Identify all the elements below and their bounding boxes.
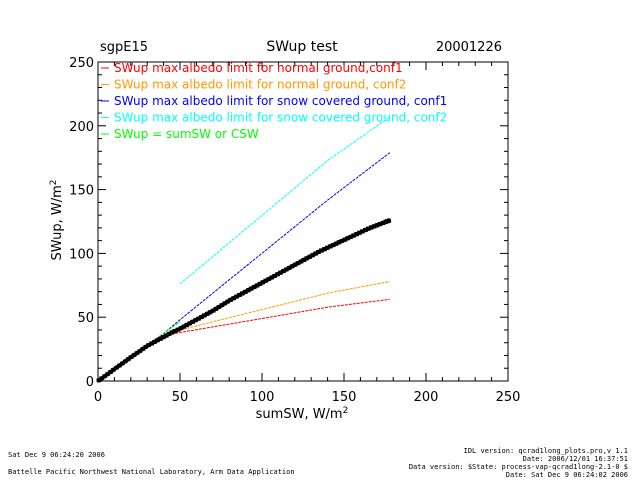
footer-institution: Battelle Pacific Northwest National Labo… bbox=[8, 468, 295, 476]
legend-label-4: SWup = sumSW or CSW bbox=[114, 127, 259, 141]
legend-label-0: SWup max albedo limit for normal ground,… bbox=[114, 61, 403, 75]
series-points-5 bbox=[96, 218, 392, 383]
legend: SWup max albedo limit for normal ground,… bbox=[101, 61, 447, 141]
x-tick-label: 50 bbox=[172, 390, 189, 405]
data-point bbox=[388, 219, 392, 223]
series-line-0 bbox=[97, 298, 390, 382]
y-tick-label: 50 bbox=[77, 311, 94, 326]
x-tick-label: 100 bbox=[250, 390, 275, 405]
y-axis-label-sup: 2 bbox=[49, 179, 59, 185]
x-tick-label: 250 bbox=[496, 390, 521, 405]
date-label: 20001226 bbox=[436, 40, 502, 55]
footer-data-date: Date: Sat Dec 9 06:24:02 2006 bbox=[505, 471, 628, 479]
y-tick-label: 0 bbox=[86, 375, 94, 390]
plot-marks bbox=[96, 116, 392, 383]
footer-data-version: Data version: $State: process-vap-qcrad1… bbox=[408, 463, 628, 471]
footer-idl-version: IDL version: qcrad1long_plots.pro,v 1.1 bbox=[463, 447, 628, 455]
series-line-3 bbox=[179, 116, 391, 285]
series-line-1 bbox=[97, 281, 390, 382]
footer-idl-date: Date: 2006/12/01 16:37:51 bbox=[522, 455, 628, 463]
y-tick-label: 200 bbox=[69, 120, 94, 135]
x-axis-label-text: sumSW, W/m bbox=[256, 407, 343, 422]
legend-label-3: SWup max albedo limit for snow covered g… bbox=[114, 111, 447, 125]
chart-title: SWup test bbox=[266, 39, 338, 55]
axes: 0 50 100 150 200 250 0 50 100 150 200 250 bbox=[69, 56, 520, 405]
y-tick-label: 100 bbox=[69, 247, 94, 262]
series-line-2 bbox=[97, 152, 391, 382]
footer-run-date: Sat Dec 9 06:24:20 2006 bbox=[8, 451, 105, 459]
x-tick-label: 200 bbox=[414, 390, 439, 405]
x-axis-label: sumSW, W/m2 bbox=[256, 406, 349, 422]
footer-left: Sat Dec 9 06:24:20 2006 Battelle Pacific… bbox=[8, 451, 295, 476]
y-axis-label-text: SWup, W/m bbox=[50, 185, 65, 260]
y-tick-label: 250 bbox=[69, 56, 94, 71]
y-axis-label: SWup, W/m2 bbox=[49, 179, 65, 260]
y-tick-label: 150 bbox=[69, 184, 94, 199]
footer-right: IDL version: qcrad1long_plots.pro,v 1.1 … bbox=[409, 447, 628, 479]
x-tick-label: 0 bbox=[94, 390, 102, 405]
site-label: sgpE15 bbox=[100, 40, 148, 55]
x-axis-label-sup: 2 bbox=[343, 406, 349, 416]
plot-frame bbox=[97, 61, 509, 382]
legend-label-1: SWup max albedo limit for normal ground,… bbox=[114, 78, 406, 92]
legend-label-2: SWup max albedo limit for snow covered g… bbox=[114, 94, 447, 108]
x-tick-label: 150 bbox=[332, 390, 357, 405]
